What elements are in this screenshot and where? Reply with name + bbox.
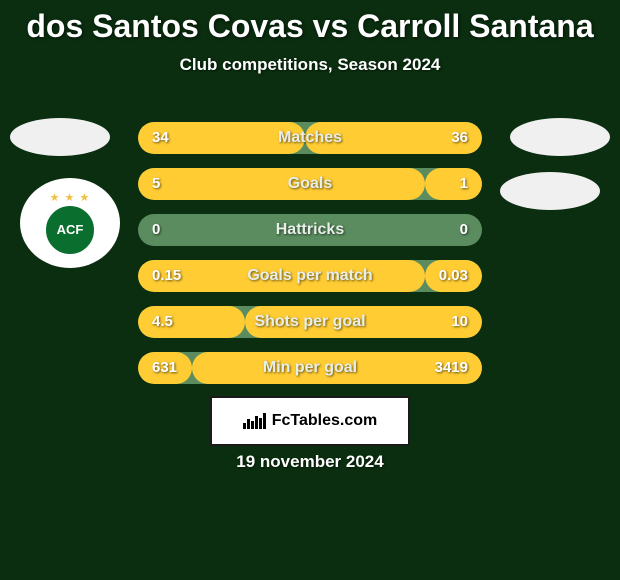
page-title: dos Santos Covas vs Carroll Santana [0, 0, 620, 45]
stat-row: Goals per match0.150.03 [138, 260, 482, 292]
stat-row: Hattricks00 [138, 214, 482, 246]
player1-club-badge: ★ ★ ★ ACF [20, 178, 120, 268]
spark-chart-icon [243, 413, 266, 429]
stat-row: Shots per goal4.510 [138, 306, 482, 338]
bar-right-fill [425, 168, 482, 200]
bar-track [138, 168, 482, 200]
stat-row: Goals51 [138, 168, 482, 200]
fctables-watermark: FcTables.com [210, 396, 410, 446]
bar-track [138, 214, 482, 246]
bar-right-fill [192, 352, 482, 384]
bar-left-fill [138, 122, 305, 154]
subtitle: Club competitions, Season 2024 [0, 55, 620, 75]
club-stars-icon: ★ ★ ★ [50, 191, 91, 204]
club-shield-icon: ACF [46, 206, 94, 254]
bar-track [138, 352, 482, 384]
bar-right-fill [245, 306, 482, 338]
player2-avatar-placeholder [510, 118, 610, 156]
bar-right-fill [425, 260, 482, 292]
bar-left-fill [138, 168, 425, 200]
bar-track [138, 122, 482, 154]
player1-avatar-placeholder [10, 118, 110, 156]
bar-left-fill [138, 260, 425, 292]
bar-left-fill [138, 306, 245, 338]
stat-row: Min per goal6313419 [138, 352, 482, 384]
comparison-bars: Matches3436 Goals51 Hattricks00 Goals per m… [138, 122, 482, 398]
watermark-text: FcTables.com [272, 412, 378, 430]
bar-right-fill [305, 122, 482, 154]
bar-track [138, 306, 482, 338]
bar-left-fill [138, 352, 192, 384]
player2-club-badge-placeholder [500, 172, 600, 210]
comparison-date: 19 november 2024 [0, 452, 620, 472]
bar-track [138, 260, 482, 292]
stat-row: Matches3436 [138, 122, 482, 154]
